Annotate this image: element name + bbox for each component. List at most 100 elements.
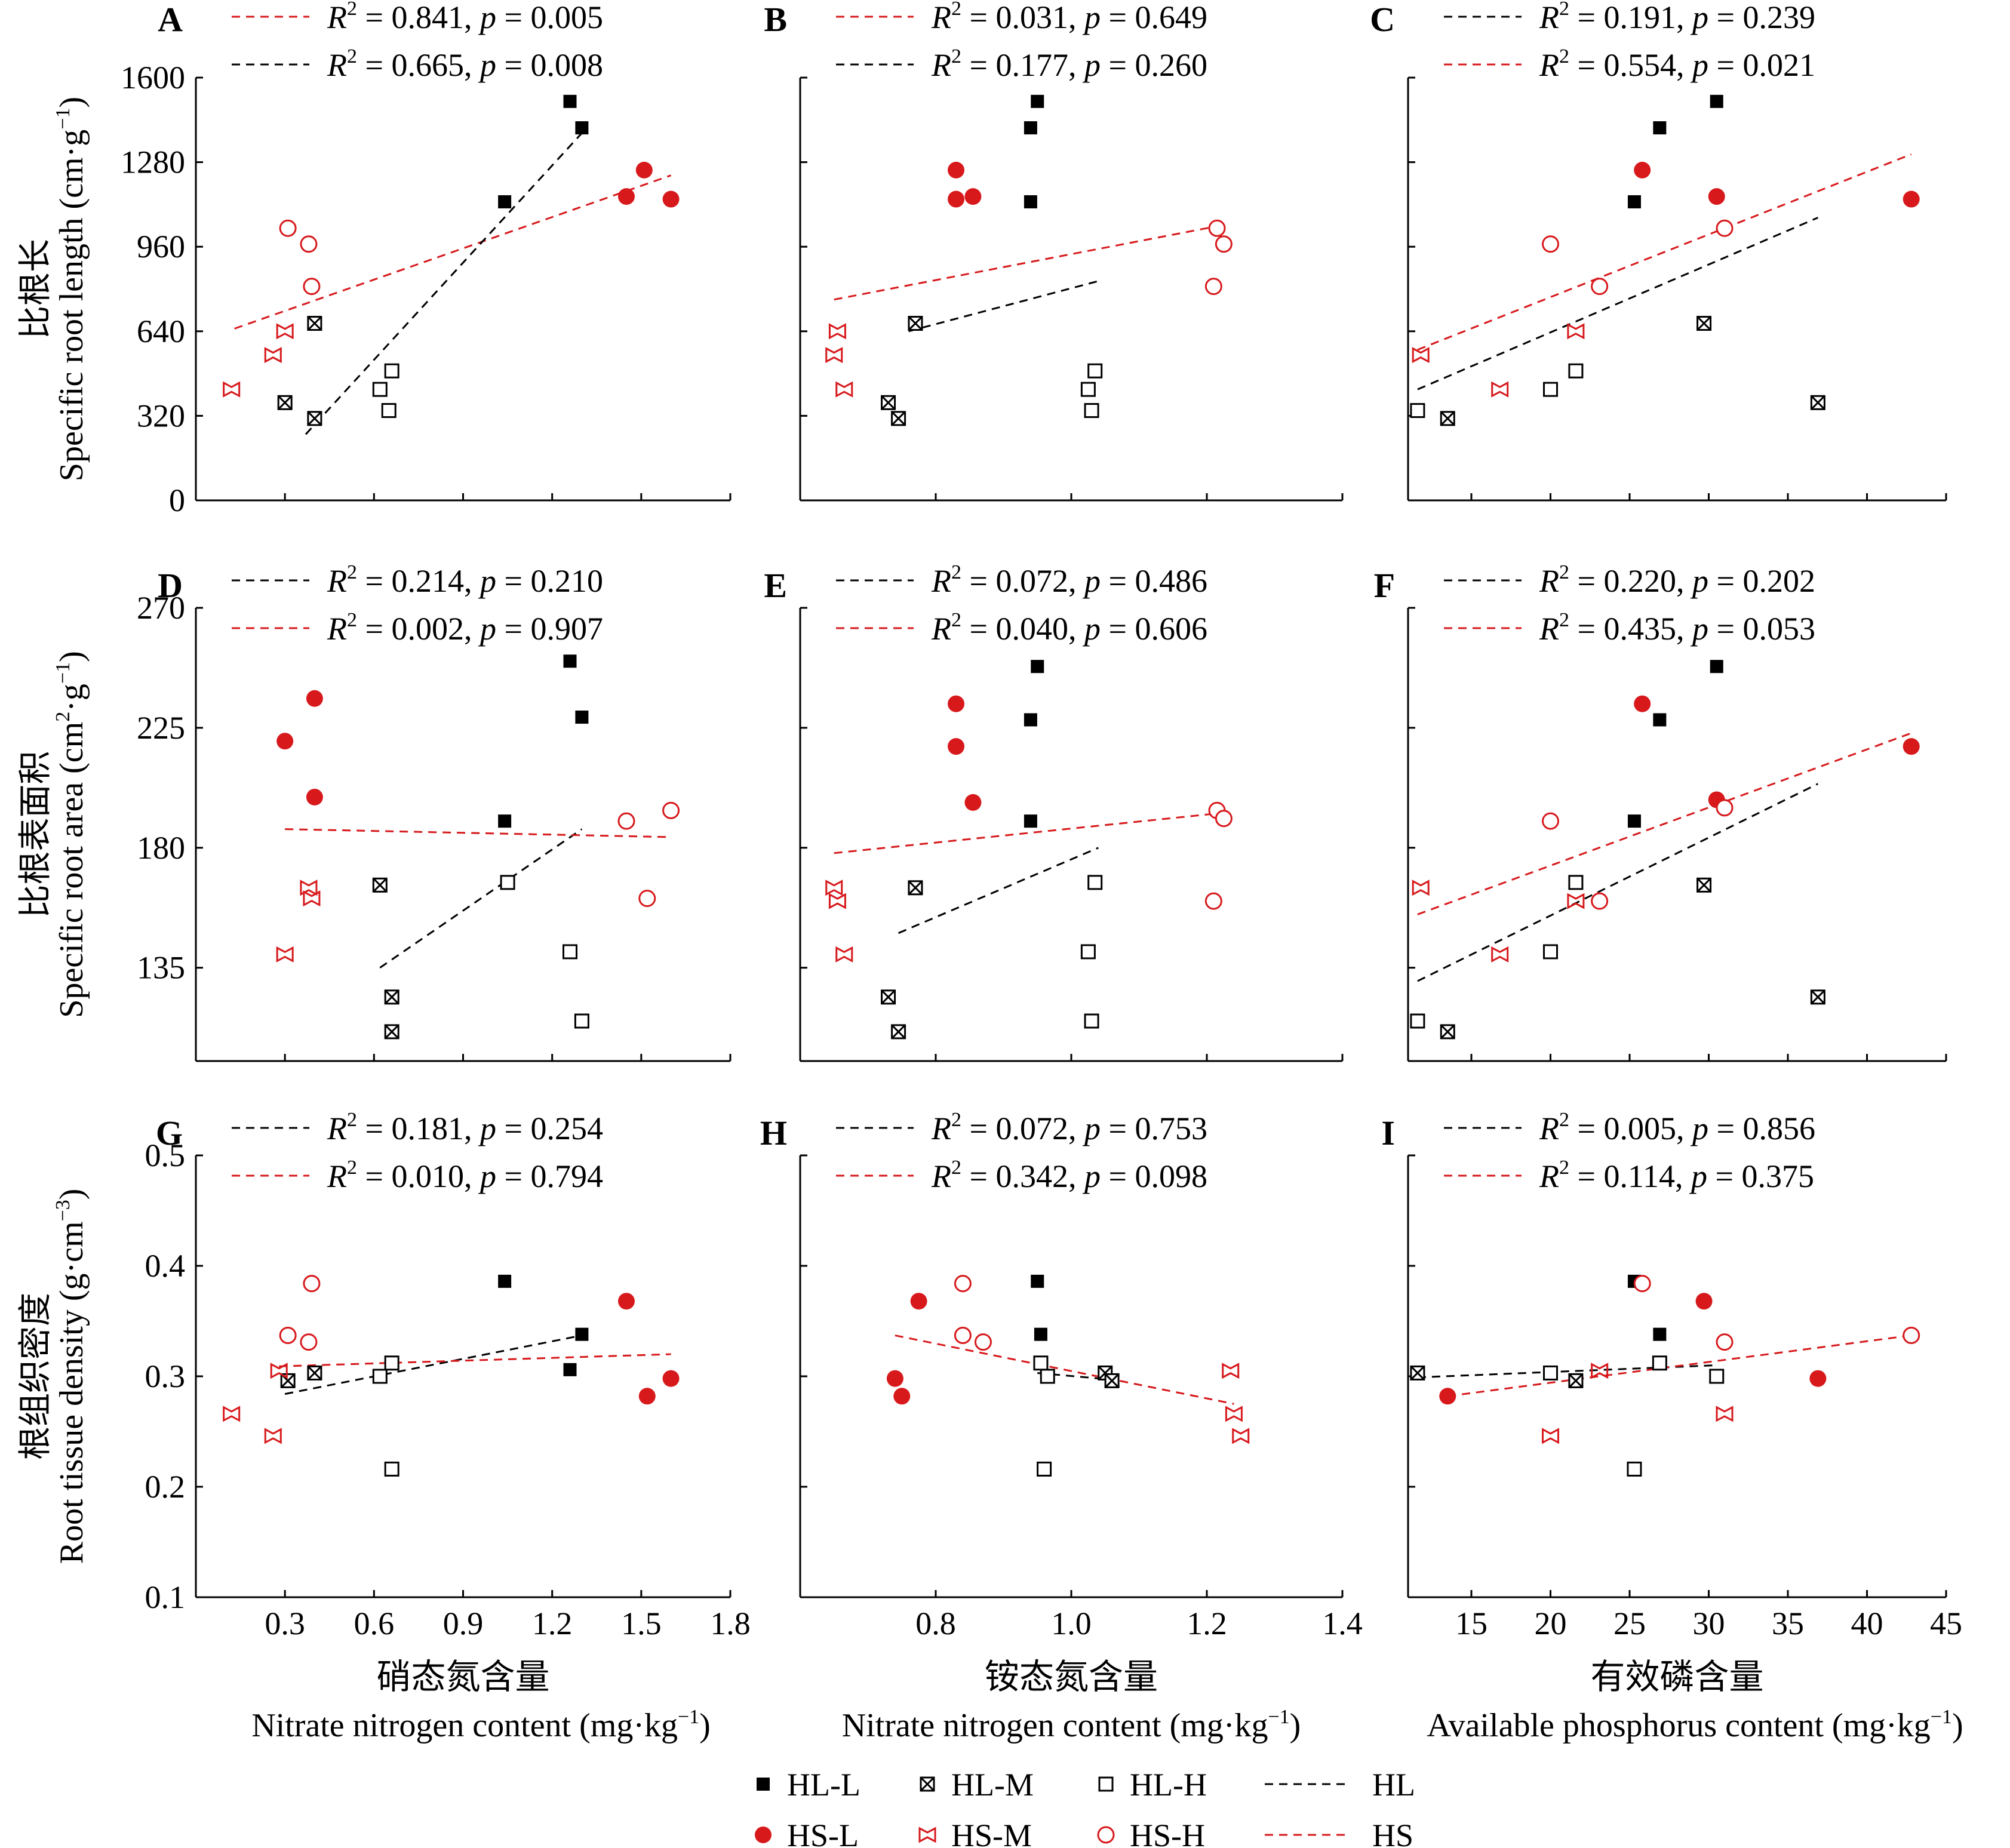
x-axis-title-en: Nitrate nitrogen content (mg·kg−1) <box>251 1706 711 1744</box>
x-axis-title-cn: 有效磷含量 <box>1590 1658 1763 1696</box>
marker-shape <box>638 890 656 908</box>
stats-r2: 0.665 <box>391 47 464 83</box>
stats-text: R2 = 0.040, p = 0.606 <box>931 609 1207 647</box>
legend-item-hl-m: HL-M <box>920 1767 1034 1803</box>
point-hs-l <box>306 690 323 707</box>
point-hl-m <box>891 411 906 426</box>
point-hl-h <box>1543 382 1558 397</box>
marker-shape <box>954 1275 972 1293</box>
stats-r: R <box>327 0 347 35</box>
marker-shape <box>918 1827 936 1843</box>
marker-shape <box>575 711 589 724</box>
marker-shape <box>276 946 294 963</box>
marker-shape <box>1591 1363 1609 1379</box>
stats-comma: , <box>1675 1158 1691 1194</box>
x-tick-label: 30 <box>1693 1606 1725 1641</box>
y-axis-title-cn: 根组织密度 <box>17 1293 54 1460</box>
stats-r: R <box>1539 47 1559 83</box>
marker-shape <box>1903 738 1920 755</box>
marker-shape <box>964 794 982 811</box>
marker-shape <box>954 1327 972 1345</box>
marker-shape <box>575 121 589 135</box>
marker-cross <box>373 878 388 893</box>
marker-shape <box>1542 812 1559 830</box>
point-hl-l <box>1031 1274 1044 1288</box>
stats-r2: 0.031 <box>995 0 1068 35</box>
point-hs-l <box>1809 1370 1827 1387</box>
marker-shape <box>635 161 653 179</box>
stats-comma: , <box>1676 1111 1692 1146</box>
marker-shape <box>279 219 297 237</box>
marker-shape <box>1087 875 1103 890</box>
marker-shape <box>303 278 321 296</box>
point-hs-h <box>1591 278 1609 296</box>
stats-text: R2 = 0.841, p = 0.005 <box>327 0 603 35</box>
legend-label: HS-M <box>951 1818 1032 1848</box>
marker-shape <box>1024 195 1037 208</box>
point-hl-h <box>1543 944 1558 960</box>
point-hs-h <box>1542 235 1559 253</box>
stats-eq: = <box>357 1111 391 1146</box>
marker-shape <box>1567 323 1585 340</box>
point-hl-m <box>881 395 896 410</box>
point-hs-h <box>300 1333 318 1351</box>
stats-r2: 0.220 <box>1603 563 1676 599</box>
point-hl-h <box>1040 1369 1055 1384</box>
fit-line-red <box>895 1335 1234 1405</box>
marker-shape <box>893 1388 911 1405</box>
stats-pval: 0.008 <box>530 47 603 83</box>
marker-shape <box>1215 810 1233 828</box>
marker-shape <box>617 1293 635 1310</box>
legend-item-hl-l: HL-L <box>757 1767 860 1803</box>
marker-shape <box>1204 892 1222 910</box>
marker-shape <box>948 695 965 712</box>
y-tick-label: 270 <box>137 590 185 626</box>
fit-line-red <box>834 812 1221 854</box>
marker-shape <box>264 1428 282 1444</box>
marker-shape <box>1222 1363 1240 1379</box>
stats-r: R <box>1539 1111 1559 1146</box>
panel-letter: B <box>764 0 787 39</box>
point-hs-m <box>264 347 282 364</box>
point-hl-h <box>1410 1013 1425 1029</box>
point-hs-h <box>1716 219 1734 237</box>
marker-shape <box>223 381 241 398</box>
stats-p: p <box>1082 1158 1101 1194</box>
marker-cross <box>307 411 322 426</box>
marker-shape <box>1716 1406 1734 1422</box>
legend-label: HS <box>1372 1818 1413 1848</box>
legend-marker <box>918 1827 936 1843</box>
point-hl-h <box>1568 875 1584 890</box>
stats-comma: , <box>464 563 480 599</box>
stats-sup: 2 <box>1559 0 1569 20</box>
point-hs-l <box>617 188 635 205</box>
marker-cross <box>891 1024 906 1039</box>
legend-label: HL <box>1372 1767 1415 1803</box>
marker-shape <box>1591 892 1609 910</box>
stats-r: R <box>327 611 347 647</box>
stats-text: R2 = 0.114, p = 0.375 <box>1539 1157 1814 1194</box>
point-hl-m <box>384 989 399 1005</box>
point-hl-m <box>307 316 322 331</box>
stats-p: p <box>1082 611 1101 647</box>
stats-eq: = <box>1569 1158 1603 1194</box>
point-hl-l <box>575 711 589 724</box>
point-hs-m <box>270 1363 288 1379</box>
x-title-main: Nitrate nitrogen content (mg·kg <box>251 1707 678 1744</box>
point-hl-h <box>1410 403 1425 419</box>
point-hl-l <box>1024 195 1037 208</box>
stats-eq: = <box>961 1158 995 1194</box>
stats-eq: = <box>496 1111 530 1146</box>
marker-shape <box>563 94 577 108</box>
stats-comma: , <box>464 611 480 647</box>
panel-letter: G <box>156 1114 183 1152</box>
stats-p: p <box>1082 47 1101 83</box>
marker-shape <box>835 946 853 963</box>
stats-eq: = <box>496 47 530 83</box>
x-tick-label: 0.3 <box>265 1606 305 1641</box>
marker-shape <box>1542 1428 1559 1444</box>
stats-p: p <box>478 1111 496 1146</box>
stats-comma: , <box>1068 563 1084 599</box>
stats-p: p <box>478 0 496 35</box>
